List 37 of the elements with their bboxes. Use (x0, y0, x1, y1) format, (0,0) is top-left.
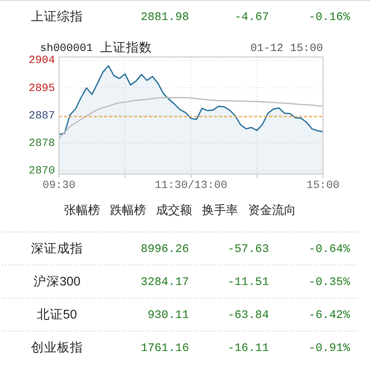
y-tick-label: 2878 (28, 138, 55, 150)
text: -0.91% (308, 342, 350, 356)
line-series (58, 97, 324, 139)
text: 创业板指 (31, 340, 83, 354)
text: 资金流向 (248, 203, 296, 218)
x-tick-label: 15:00 (306, 180, 340, 192)
text: 张幅榜 (64, 203, 100, 218)
text: 930.11 (148, 309, 190, 322)
text: -6.42% (308, 309, 350, 322)
text: -57.63 (228, 243, 270, 256)
text: 2881.98 (140, 11, 190, 24)
text: 跌幅榜 (110, 203, 146, 218)
x-tick-label: 09:30 (42, 180, 76, 192)
text: -0.16% (308, 11, 350, 24)
text: 01-12 15:00 (250, 42, 323, 55)
text: 沪深300 (34, 273, 80, 288)
text: 深证成指 (31, 241, 83, 256)
text: 上证综指 (31, 9, 83, 24)
x-tick-label: 11:30/13:00 (154, 180, 228, 192)
text: -0.64% (308, 243, 350, 256)
text: -63.84 (228, 309, 270, 322)
chart-subtitle: sh000001 (40, 42, 94, 55)
text: 3284.17 (140, 276, 189, 290)
text: 北证50 (37, 307, 77, 322)
y-tick-label: 2904 (28, 55, 56, 68)
text: 1761.16 (140, 342, 190, 356)
y-tick-label: 2895 (28, 82, 55, 95)
text: 8996.26 (140, 243, 190, 256)
text: -0.35% (308, 276, 350, 290)
chart-title: 上证指数 (100, 40, 152, 54)
text: -11.51 (228, 276, 270, 290)
y-tick-label: 2887 (28, 110, 55, 122)
text: -4.67 (234, 11, 269, 24)
text: -16.11 (228, 342, 270, 356)
text: 换手率 (202, 203, 238, 218)
y-tick-label: 2870 (28, 166, 55, 178)
text: 成交额 (156, 203, 192, 218)
